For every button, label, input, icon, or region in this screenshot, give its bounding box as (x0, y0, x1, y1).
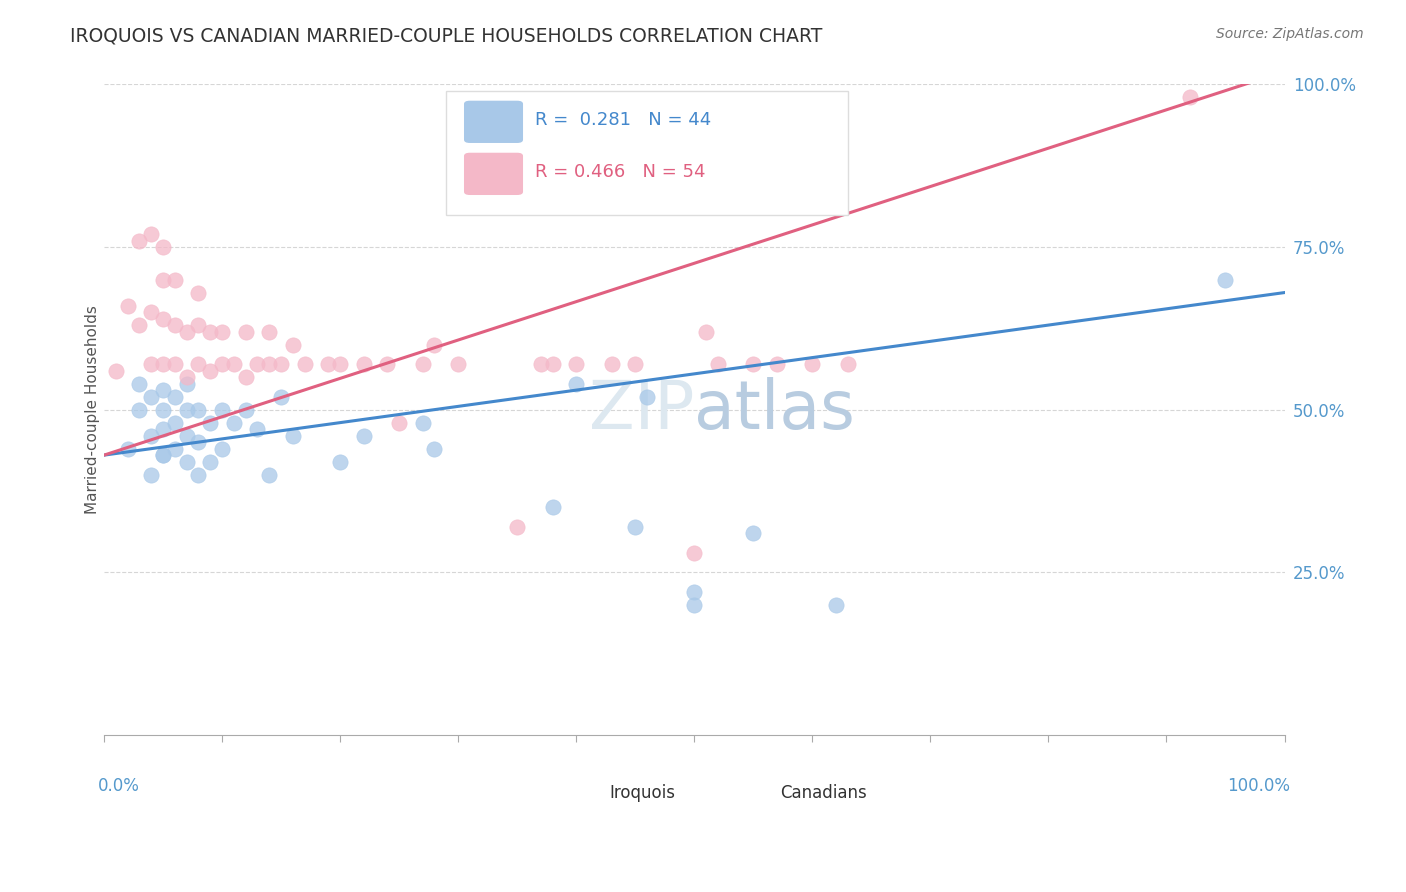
Text: Iroquois: Iroquois (609, 784, 675, 803)
Y-axis label: Married-couple Households: Married-couple Households (86, 305, 100, 514)
Text: Source: ZipAtlas.com: Source: ZipAtlas.com (1216, 27, 1364, 41)
Text: R = 0.466   N = 54: R = 0.466 N = 54 (534, 163, 706, 181)
FancyBboxPatch shape (446, 91, 848, 214)
Text: R =  0.281   N = 44: R = 0.281 N = 44 (534, 112, 711, 129)
Text: ZIP: ZIP (589, 376, 695, 442)
Text: atlas: atlas (695, 376, 855, 442)
FancyBboxPatch shape (464, 153, 523, 195)
Text: 0.0%: 0.0% (98, 777, 139, 795)
Text: Canadians: Canadians (780, 784, 868, 803)
Text: IROQUOIS VS CANADIAN MARRIED-COUPLE HOUSEHOLDS CORRELATION CHART: IROQUOIS VS CANADIAN MARRIED-COUPLE HOUS… (70, 27, 823, 45)
FancyBboxPatch shape (725, 779, 775, 808)
FancyBboxPatch shape (555, 779, 603, 808)
Text: 100.0%: 100.0% (1227, 777, 1291, 795)
FancyBboxPatch shape (464, 101, 523, 143)
